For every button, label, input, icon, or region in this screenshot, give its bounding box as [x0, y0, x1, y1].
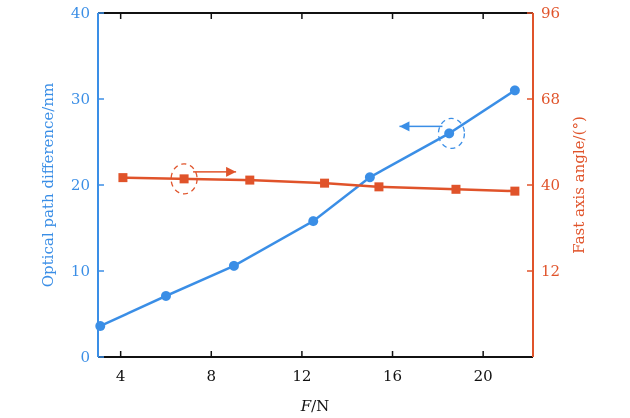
left-axis-title: Optical path difference/nm [39, 83, 57, 288]
right-tick-label: 96 [541, 4, 560, 22]
series-2-point [374, 182, 384, 192]
series-1-point [364, 172, 375, 183]
series-2-point [118, 173, 128, 183]
x-tick-label: 4 [116, 367, 126, 385]
series-1-point [509, 85, 520, 96]
x-tick-label: 8 [207, 367, 217, 385]
left-tick-label: 40 [71, 4, 90, 22]
series-1-point [228, 260, 239, 271]
annotation-arrow-head-1 [399, 121, 410, 132]
x-tick-label: 16 [383, 367, 402, 385]
right-tick-label: 12 [541, 262, 560, 280]
left-tick-label: 30 [71, 90, 90, 108]
left-tick-label: 10 [71, 262, 90, 280]
series-2-point [451, 184, 461, 194]
series-2-point [510, 186, 520, 196]
series-2-point [179, 174, 189, 184]
left-tick-label: 0 [80, 348, 90, 366]
x-tick-label: 20 [474, 367, 493, 385]
annotation-circle-1 [437, 117, 466, 150]
x-axis-title-variable: F [300, 397, 312, 415]
series-2-point [320, 178, 330, 188]
series-1-point [95, 321, 106, 332]
series-layer [95, 85, 520, 332]
series-1-line [99, 89, 516, 328]
series-1-point [160, 290, 171, 301]
axes: 4 8 12 16 20 0 10 20 30 40 12 40 68 96 [71, 4, 560, 385]
x-axis-title-unit: /N [311, 397, 329, 415]
x-axis-title: F/N [300, 397, 330, 415]
series-2-point [245, 175, 255, 185]
annotation-circle-2 [170, 163, 198, 195]
right-tick-label: 68 [541, 90, 560, 108]
left-tick-label: 20 [71, 176, 90, 194]
series-1-point [444, 128, 455, 139]
right-axis-title: Fast axis angle/(°) [570, 116, 588, 254]
series-1-point [308, 216, 319, 227]
annotation-arrow-head-2 [226, 166, 237, 177]
annotations [170, 117, 466, 195]
right-tick-label: 40 [541, 176, 560, 194]
x-tick-label: 12 [292, 367, 311, 385]
